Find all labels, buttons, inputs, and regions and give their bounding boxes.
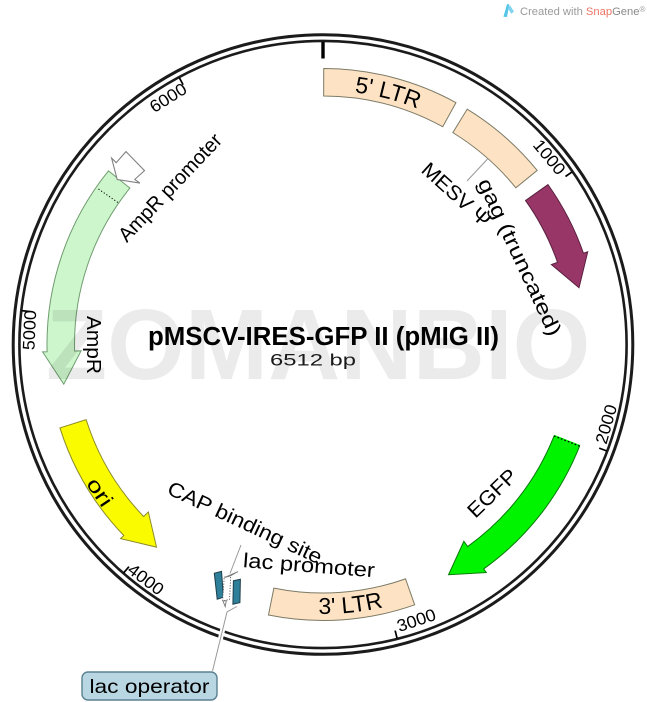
svg-text:lac operator: lac operator xyxy=(90,676,211,698)
svg-text:pMSCV-IRES-GFP II (pMIG II): pMSCV-IRES-GFP II (pMIG II) xyxy=(148,323,499,351)
svg-text:AmpR: AmpR xyxy=(82,316,105,374)
svg-text:6512 bp: 6512 bp xyxy=(270,351,356,370)
svg-text:ZOMANBIO: ZOMANBIO xyxy=(46,289,590,401)
svg-text:Created with SnapGene®: Created with SnapGene® xyxy=(520,5,645,18)
svg-text:5000: 5000 xyxy=(19,310,40,351)
